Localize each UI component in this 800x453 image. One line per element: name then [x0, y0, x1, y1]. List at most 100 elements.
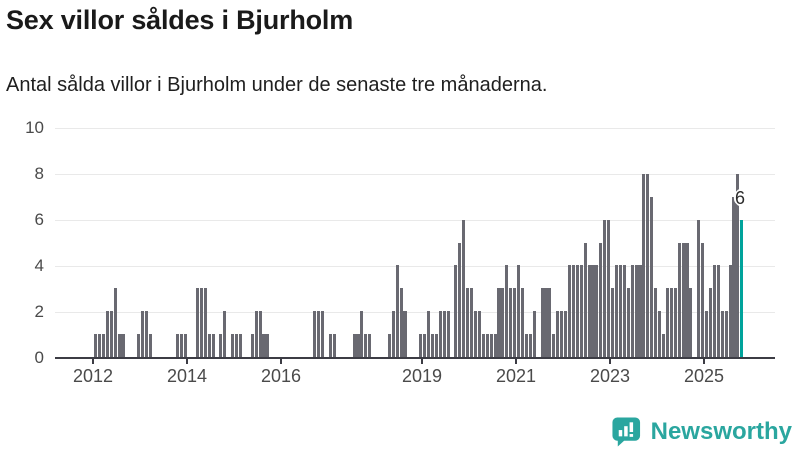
- bar: [403, 311, 407, 357]
- bar: [235, 334, 239, 357]
- bar: [391, 311, 395, 357]
- bar: [540, 288, 544, 357]
- y-axis-label: 2: [34, 302, 44, 321]
- bar: [360, 311, 364, 357]
- bar: [442, 311, 446, 357]
- bar: [517, 265, 521, 357]
- bar: [223, 311, 227, 357]
- bar: [489, 334, 493, 357]
- bar: [454, 265, 458, 357]
- bar: [395, 265, 399, 357]
- bar: [207, 334, 211, 357]
- bar: [199, 288, 203, 357]
- y-axis-label: 10: [25, 118, 44, 137]
- gridline-10: [55, 128, 775, 129]
- bar: [614, 265, 618, 357]
- bar: [544, 288, 548, 357]
- bar: [564, 311, 568, 357]
- bar: [591, 265, 595, 357]
- bar: [195, 288, 199, 357]
- bar: [732, 196, 736, 357]
- bar: [254, 311, 258, 357]
- bar: [364, 334, 368, 357]
- last-value-annotation: 6: [734, 188, 745, 208]
- bar: [387, 334, 391, 357]
- bar: [705, 311, 709, 357]
- bar: [473, 311, 477, 357]
- bar: [458, 242, 462, 357]
- bar: [329, 334, 333, 357]
- bar: [148, 334, 152, 357]
- bar: [485, 334, 489, 357]
- x-axis-tick: [515, 359, 517, 364]
- bar: [697, 219, 701, 357]
- bar: [180, 334, 184, 357]
- bar: [579, 265, 583, 357]
- x-axis-label: 2016: [260, 366, 302, 386]
- bar: [423, 334, 427, 357]
- bar: [262, 334, 266, 357]
- x-axis-tick: [186, 359, 188, 364]
- bar: [513, 288, 517, 357]
- chart-title: Sex villor såldes i Bjurholm: [6, 5, 354, 35]
- newsworthy-logo[interactable]: Newsworthy: [611, 416, 792, 448]
- bar: [356, 334, 360, 357]
- bar: [321, 311, 325, 357]
- bar: [532, 311, 536, 357]
- bar: [121, 334, 125, 357]
- bar: [524, 334, 528, 357]
- bar: [141, 311, 145, 357]
- bar: [250, 334, 254, 357]
- bar: [219, 334, 223, 357]
- bar: [137, 334, 141, 357]
- bar: [434, 334, 438, 357]
- bar: [650, 196, 654, 357]
- bar: [724, 311, 728, 357]
- x-axis-label: 2025: [683, 366, 725, 386]
- bar: [466, 288, 470, 357]
- highlighted-last-bar: [740, 219, 744, 357]
- bar: [113, 288, 117, 357]
- bar: [528, 334, 532, 357]
- bar: [332, 334, 336, 357]
- bar: [689, 288, 693, 357]
- bar: [708, 288, 712, 357]
- bar: [583, 242, 587, 357]
- bar: [203, 288, 207, 357]
- bar: [430, 334, 434, 357]
- x-axis-tick: [280, 359, 282, 364]
- bar: [313, 311, 317, 357]
- bar: [446, 311, 450, 357]
- bar: [477, 311, 481, 357]
- bar: [638, 265, 642, 357]
- bar: [419, 334, 423, 357]
- bar: [658, 311, 662, 357]
- bar: [266, 334, 270, 357]
- newsworthy-logo-icon: [611, 416, 642, 448]
- y-axis-label: 8: [34, 164, 44, 183]
- bar: [497, 288, 501, 357]
- bar: [438, 311, 442, 357]
- bar: [618, 265, 622, 357]
- bar: [611, 288, 615, 357]
- bar: [552, 334, 556, 357]
- bar: [117, 334, 121, 357]
- bar: [571, 265, 575, 357]
- y-axis-label: 4: [34, 256, 44, 275]
- bar: [607, 219, 611, 357]
- bar: [211, 334, 215, 357]
- bar: [105, 311, 109, 357]
- x-axis-label: 2021: [495, 366, 537, 386]
- bar: [720, 311, 724, 357]
- bar: [634, 265, 638, 357]
- x-axis-label: 2012: [72, 366, 114, 386]
- bar: [661, 334, 665, 357]
- bar: [587, 265, 591, 357]
- x-axis-label: 2023: [589, 366, 631, 386]
- bar: [701, 242, 705, 357]
- bar: [630, 265, 634, 357]
- bar: [368, 334, 372, 357]
- bar: [352, 334, 356, 357]
- bar: [231, 334, 235, 357]
